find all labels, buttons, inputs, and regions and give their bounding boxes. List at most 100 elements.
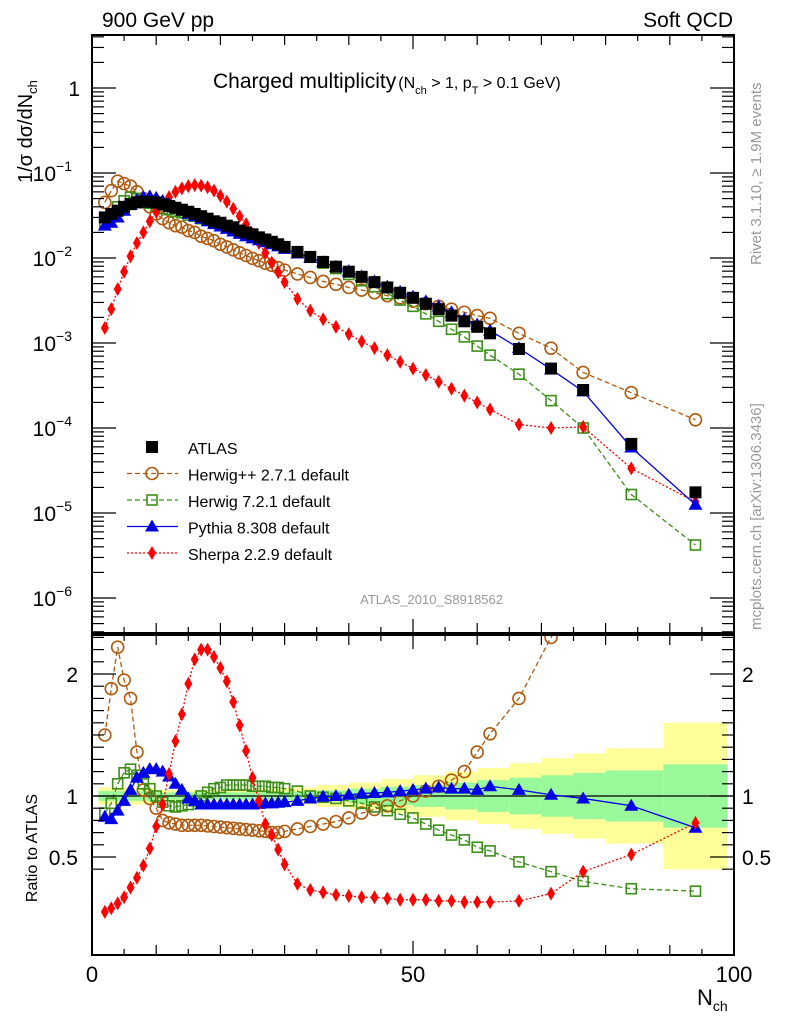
ratio-point-pythia-8-308-default xyxy=(328,789,343,801)
main-point-sherpa-2-2-9-default xyxy=(139,225,148,240)
ratio-point-herwig-7-2-1-default xyxy=(265,781,278,794)
ratio-point-herwig-7-2-1-default xyxy=(545,865,557,878)
main-series-pythia-8-308-default xyxy=(97,189,703,510)
main-point-sherpa-2-2-9-default xyxy=(409,361,417,376)
ratio-point-herwig-2-7-1-default xyxy=(117,673,131,687)
main-point-atlas xyxy=(342,265,355,278)
main-series-atlas xyxy=(98,195,702,499)
ratio-point-sherpa-2-2-9-default xyxy=(248,770,257,785)
main-point-herwig-7-2-1-default xyxy=(458,331,471,343)
ratio-point-herwig-2-7-1-default xyxy=(277,824,292,839)
axis-ticks: 0 50 100 1 10−1 10−2 10−3 10−4 10−5 10−6 0.5 0.5 1 1 2… xyxy=(33,35,771,987)
ratio-point-herwig-2-7-1-default xyxy=(136,783,151,797)
ratio-point-pythia-8-308-default xyxy=(418,781,433,794)
ratio-point-pythia-8-308-default xyxy=(483,779,498,792)
main-point-herwig-2-7-1-default xyxy=(117,176,131,191)
main-point-herwig-2-7-1-default xyxy=(316,274,330,289)
main-point-sherpa-2-2-9-default xyxy=(267,255,276,270)
legend-marker xyxy=(146,494,158,506)
ratio-point-sherpa-2-2-9-default xyxy=(197,642,206,657)
main-point-sherpa-2-2-9-default xyxy=(177,181,186,196)
ratio-point-sherpa-2-2-9-default xyxy=(319,885,328,900)
main-point-sherpa-2-2-9-default xyxy=(473,395,482,410)
main-point-herwig-2-7-1-default xyxy=(354,283,369,297)
x-tick-label: 0 xyxy=(86,962,98,987)
main-point-sherpa-2-2-9-default xyxy=(203,180,212,195)
ratio-point-sherpa-2-2-9-default xyxy=(267,828,276,843)
main-point-sherpa-2-2-9-default xyxy=(293,291,302,306)
main-point-herwig-2-7-1-default xyxy=(544,341,558,355)
ratio-point-herwig-7-2-1-default xyxy=(233,779,246,791)
main-point-atlas xyxy=(368,276,381,289)
main-y-tick-label: 10−6 xyxy=(33,583,73,611)
legend-label: ATLAS xyxy=(188,441,238,458)
main-point-herwig-2-7-1-default xyxy=(624,385,639,400)
ratio-point-sherpa-2-2-9-default xyxy=(383,891,392,906)
header-category-label: Soft QCD xyxy=(643,9,733,32)
ratio-point-herwig-7-2-1-default xyxy=(625,882,638,895)
ratio-point-pythia-8-308-default xyxy=(316,789,331,802)
legend-marker xyxy=(148,546,156,560)
main-point-atlas xyxy=(278,240,291,253)
ratio-point-herwig-2-7-1-default xyxy=(181,818,196,833)
main-point-atlas xyxy=(124,198,137,211)
ratio-point-herwig-2-7-1-default xyxy=(380,798,395,813)
ratio-point-sherpa-2-2-9-default xyxy=(514,893,523,908)
ratio-y-tick-label-left: 1 xyxy=(66,786,78,809)
ratio-point-herwig-2-7-1-default xyxy=(162,816,176,830)
main-y-tick-label: 10−4 xyxy=(33,413,73,441)
main-point-sherpa-2-2-9-default xyxy=(190,178,199,193)
ratio-point-herwig-7-2-1-default xyxy=(394,808,406,821)
ratio-point-sherpa-2-2-9-default xyxy=(139,858,148,873)
ratio-point-sherpa-2-2-9-default xyxy=(344,889,353,904)
main-point-herwig-2-7-1-default xyxy=(512,326,526,341)
main-point-atlas xyxy=(419,297,432,310)
ratio-point-herwig-2-7-1-default xyxy=(367,802,382,817)
main-point-herwig-7-2-1-default xyxy=(484,349,496,361)
ratio-point-herwig-2-7-1-default xyxy=(303,819,318,834)
ratio-point-sherpa-2-2-9-default xyxy=(396,892,405,907)
main-y-tick-label: 10−2 xyxy=(33,243,73,271)
legend-marker xyxy=(146,441,158,453)
ratio-point-herwig-2-7-1-default xyxy=(544,635,558,645)
ratio-point-sherpa-2-2-9-default xyxy=(409,892,417,907)
ratio-point-herwig-2-7-1-default xyxy=(329,814,343,829)
ratio-point-sherpa-2-2-9-default xyxy=(209,649,218,664)
ratio-point-sherpa-2-2-9-default xyxy=(370,890,379,905)
ratio-point-pythia-8-308-default xyxy=(117,793,132,806)
main-y-tick-exponent: −6 xyxy=(56,583,72,599)
ratio-point-sherpa-2-2-9-default xyxy=(691,815,700,830)
main-point-sherpa-2-2-9-default xyxy=(396,354,405,369)
main-point-atlas xyxy=(577,383,590,396)
main-y-tick-exponent: −4 xyxy=(56,413,72,429)
ratio-point-herwig-7-2-1-default xyxy=(227,779,240,791)
ratio-y-tick-label-left: 2 xyxy=(66,664,78,687)
main-point-atlas xyxy=(484,327,497,340)
ratio-point-herwig-2-7-1-default xyxy=(252,823,266,838)
chart-title-cuts: (Nch > 1, pT > 0.1 GeV) xyxy=(398,75,560,97)
main-point-atlas xyxy=(317,255,330,268)
ratio-point-sherpa-2-2-9-default xyxy=(280,857,289,872)
main-point-sherpa-2-2-9-default xyxy=(383,348,392,363)
main-point-pythia-8-308-default xyxy=(688,497,703,510)
ratio-point-sherpa-2-2-9-default xyxy=(547,886,556,901)
main-point-atlas xyxy=(355,270,368,283)
legend-item-atlas: ATLAS xyxy=(146,441,238,458)
main-y-tick-label: 10−3 xyxy=(33,328,73,356)
main-y-tick-exponent: −2 xyxy=(56,243,72,259)
main-y-tick-exponent: −3 xyxy=(56,328,72,344)
ratio-point-pythia-8-308-default xyxy=(393,784,408,797)
ratio-point-pythia-8-308-default xyxy=(290,793,305,806)
main-point-herwig-2-7-1-default xyxy=(239,248,253,263)
main-point-sherpa-2-2-9-default xyxy=(627,461,636,476)
ratio-point-sherpa-2-2-9-default xyxy=(293,876,302,891)
main-point-herwig-2-7-1-default xyxy=(226,242,241,257)
main-point-herwig-7-2-1-default xyxy=(545,394,557,407)
main-point-sherpa-2-2-9-default xyxy=(171,184,180,199)
main-point-herwig-2-7-1-default xyxy=(290,267,305,281)
mcplots-label: mcplots.cern.ch [arXiv:1306.3436] xyxy=(748,403,765,630)
main-point-atlas xyxy=(394,286,407,299)
ratio-point-sherpa-2-2-9-default xyxy=(216,660,225,675)
ratio-point-sherpa-2-2-9-default xyxy=(171,734,180,749)
ratio-point-herwig-7-2-1-default xyxy=(214,781,227,794)
